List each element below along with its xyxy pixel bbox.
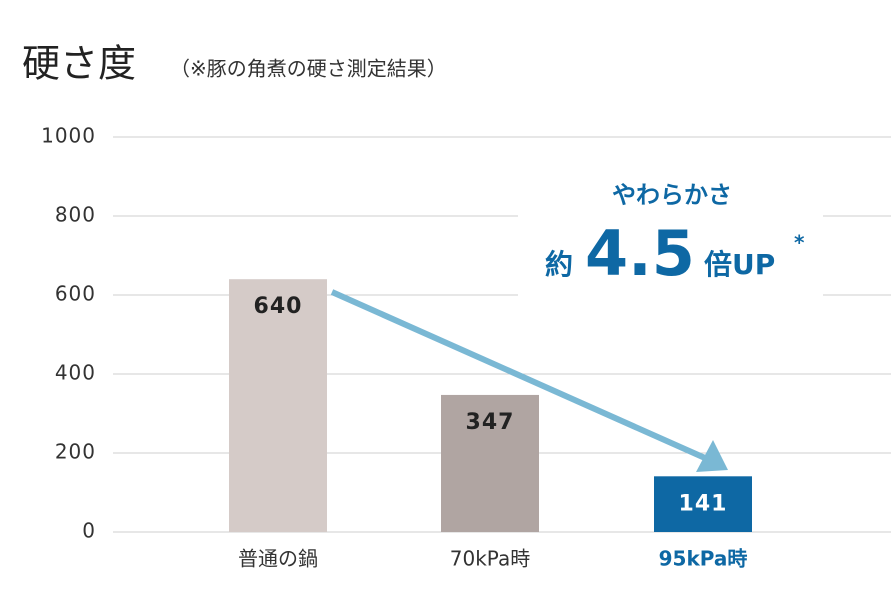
y-tick-label: 800 — [55, 203, 96, 227]
annotation-mark: * — [794, 231, 805, 255]
annotation-suffix: 倍UP — [704, 248, 775, 281]
x-tick-label: 70kPa時 — [450, 547, 530, 571]
bar — [229, 279, 327, 532]
x-tick-label: 95kPa時 — [659, 547, 748, 571]
trend-arrow — [330, 289, 728, 472]
value-label: 347 — [466, 410, 515, 435]
annotation: やわらかさ 約 4.5 倍UP * — [545, 181, 805, 290]
bars: 640 普通の鍋 347 70kPa時 141 95kPa時 — [229, 279, 752, 571]
annotation-background — [518, 172, 823, 302]
chart-title: 硬さ度 — [22, 42, 136, 86]
annotation-number: 4.5 — [585, 217, 695, 290]
x-tick-label: 普通の鍋 — [238, 547, 318, 571]
bar — [654, 476, 752, 532]
annotation-line1: やわらかさ — [612, 181, 732, 209]
arrow-head — [696, 440, 728, 472]
value-label: 141 — [679, 491, 728, 516]
chart-subtitle: （※豚の角煮の硬さ測定結果） — [170, 57, 447, 81]
annotation-prefix: 約 — [545, 248, 573, 281]
arrow-line — [330, 289, 707, 461]
y-tick-label: 400 — [55, 361, 96, 385]
y-tick-label: 1000 — [41, 124, 96, 148]
y-tick-label: 0 — [82, 519, 96, 543]
y-tick-label: 600 — [55, 282, 96, 306]
value-label: 640 — [254, 294, 303, 319]
bar — [441, 394, 539, 532]
y-tick-label: 200 — [55, 440, 96, 464]
